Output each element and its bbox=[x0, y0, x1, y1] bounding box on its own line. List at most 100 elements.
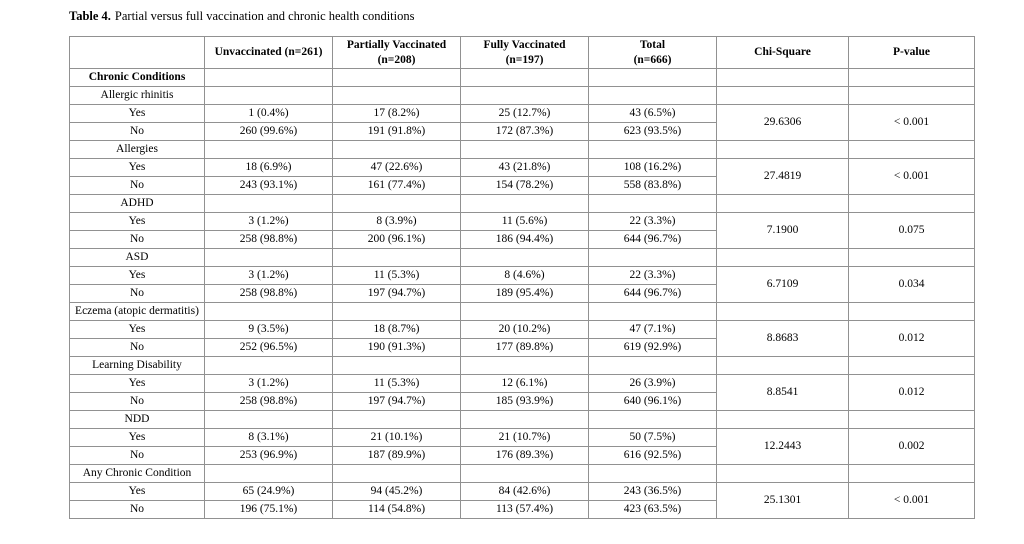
empty-cell bbox=[204, 194, 333, 213]
chi-square-value: 27.4819 bbox=[716, 158, 849, 195]
empty-cell bbox=[332, 194, 461, 213]
no-label: No bbox=[69, 500, 205, 519]
count-percent-cell: 108 (16.2%) bbox=[588, 158, 717, 177]
empty-cell bbox=[588, 140, 717, 159]
count-percent-cell: 18 (8.7%) bbox=[332, 320, 461, 339]
count-percent-cell: 9 (3.5%) bbox=[204, 320, 333, 339]
empty-cell bbox=[204, 248, 333, 267]
no-row: No 258 (98.8%) 197 (94.7%) 189 (95.4%) 644 (… bbox=[69, 284, 975, 303]
empty-cell bbox=[716, 68, 849, 87]
yes-row: Yes 3 (1.2%) 8 (3.9%) 11 (5.6%) 22 (3.3%) 7.1… bbox=[69, 212, 975, 249]
empty-cell bbox=[588, 464, 717, 483]
empty-cell bbox=[460, 410, 589, 429]
condition-label: Allergic rhinitis bbox=[69, 86, 205, 105]
no-label: No bbox=[69, 284, 205, 303]
count-percent-cell: 43 (6.5%) bbox=[588, 104, 717, 123]
empty-cell bbox=[716, 410, 849, 429]
empty-cell bbox=[848, 410, 975, 429]
yes-label: Yes bbox=[69, 482, 205, 501]
count-percent-cell: 114 (54.8%) bbox=[332, 500, 461, 519]
empty-cell bbox=[588, 68, 717, 87]
count-percent-cell: 3 (1.2%) bbox=[204, 266, 333, 285]
empty-cell bbox=[204, 302, 333, 321]
count-percent-cell: 644 (96.7%) bbox=[588, 230, 717, 249]
empty-cell bbox=[204, 464, 333, 483]
yes-row: Yes 3 (1.2%) 11 (5.3%) 8 (4.6%) 22 (3.3%) 6.7… bbox=[69, 266, 975, 303]
yes-label: Yes bbox=[69, 104, 205, 123]
column-header-partially-vaccinated: Partially Vaccinated (n=208) bbox=[332, 36, 461, 69]
chi-square-value: 8.8683 bbox=[716, 320, 849, 357]
column-header-total: Total (n=666) bbox=[588, 36, 717, 69]
count-percent-cell: 243 (36.5%) bbox=[588, 482, 717, 501]
count-percent-cell: 43 (21.8%) bbox=[460, 158, 589, 177]
no-label: No bbox=[69, 338, 205, 357]
empty-cell bbox=[460, 302, 589, 321]
count-percent-cell: 161 (77.4%) bbox=[332, 176, 461, 195]
column-header-chi-square: Chi-Square bbox=[716, 36, 849, 69]
count-percent-cell: 154 (78.2%) bbox=[460, 176, 589, 195]
empty-cell bbox=[716, 464, 849, 483]
empty-cell bbox=[332, 86, 461, 105]
table-caption-label: Table 4. bbox=[69, 9, 111, 23]
empty-cell bbox=[460, 194, 589, 213]
p-value: 0.012 bbox=[848, 374, 975, 411]
chi-square-value: 6.7109 bbox=[716, 266, 849, 303]
empty-cell bbox=[848, 194, 975, 213]
count-percent-cell: 258 (98.8%) bbox=[204, 284, 333, 303]
header-row: Unvaccinated (n=261) Partially Vaccinated… bbox=[69, 36, 975, 69]
condition-label: Any Chronic Condition bbox=[69, 464, 205, 483]
count-percent-cell: 11 (5.6%) bbox=[460, 212, 589, 231]
count-percent-cell: 8 (3.9%) bbox=[332, 212, 461, 231]
count-percent-cell: 50 (7.5%) bbox=[588, 428, 717, 447]
empty-cell bbox=[204, 68, 333, 87]
yes-row: Yes 9 (3.5%) 18 (8.7%) 20 (10.2%) 47 (7.1%) 8… bbox=[69, 320, 975, 357]
count-percent-cell: 47 (22.6%) bbox=[332, 158, 461, 177]
p-value: < 0.001 bbox=[848, 482, 975, 519]
empty-cell bbox=[332, 410, 461, 429]
count-percent-cell: 21 (10.1%) bbox=[332, 428, 461, 447]
condition-label: ASD bbox=[69, 248, 205, 267]
chi-square-value: 8.8541 bbox=[716, 374, 849, 411]
count-percent-cell: 172 (87.3%) bbox=[460, 122, 589, 141]
empty-cell bbox=[716, 302, 849, 321]
count-percent-cell: 3 (1.2%) bbox=[204, 212, 333, 231]
empty-cell bbox=[716, 248, 849, 267]
count-percent-cell: 616 (92.5%) bbox=[588, 446, 717, 465]
yes-row: Yes 65 (24.9%) 94 (45.2%) 84 (42.6%) 243 (36… bbox=[69, 482, 975, 519]
count-percent-cell: 260 (99.6%) bbox=[204, 122, 333, 141]
condition-label: Eczema (atopic dermatitis) bbox=[69, 302, 205, 321]
count-percent-cell: 11 (5.3%) bbox=[332, 266, 461, 285]
yes-label: Yes bbox=[69, 320, 205, 339]
empty-cell bbox=[332, 356, 461, 375]
condition-row: ASD bbox=[69, 248, 975, 267]
empty-cell bbox=[332, 248, 461, 267]
empty-cell bbox=[204, 140, 333, 159]
count-percent-cell: 189 (95.4%) bbox=[460, 284, 589, 303]
empty-cell bbox=[848, 140, 975, 159]
count-percent-cell: 197 (94.7%) bbox=[332, 392, 461, 411]
condition-label: ADHD bbox=[69, 194, 205, 213]
condition-label: Allergies bbox=[69, 140, 205, 159]
chi-square-value: 7.1900 bbox=[716, 212, 849, 249]
empty-cell bbox=[848, 464, 975, 483]
empty-cell bbox=[716, 356, 849, 375]
count-percent-cell: 176 (89.3%) bbox=[460, 446, 589, 465]
condition-row: Eczema (atopic dermatitis) bbox=[69, 302, 975, 321]
count-percent-cell: 22 (3.3%) bbox=[588, 212, 717, 231]
empty-cell bbox=[848, 356, 975, 375]
no-row: No 252 (96.5%) 190 (91.3%) 177 (89.8%) 619 (… bbox=[69, 338, 975, 357]
empty-cell bbox=[848, 248, 975, 267]
count-percent-cell: 200 (96.1%) bbox=[332, 230, 461, 249]
condition-label: NDD bbox=[69, 410, 205, 429]
count-percent-cell: 26 (3.9%) bbox=[588, 374, 717, 393]
count-percent-cell: 22 (3.3%) bbox=[588, 266, 717, 285]
yes-label: Yes bbox=[69, 212, 205, 231]
yes-row: Yes 8 (3.1%) 21 (10.1%) 21 (10.7%) 50 (7.5%)… bbox=[69, 428, 975, 465]
count-percent-cell: 20 (10.2%) bbox=[460, 320, 589, 339]
count-percent-cell: 25 (12.7%) bbox=[460, 104, 589, 123]
empty-cell bbox=[460, 248, 589, 267]
count-percent-cell: 186 (94.4%) bbox=[460, 230, 589, 249]
condition-row: NDD bbox=[69, 410, 975, 429]
no-label: No bbox=[69, 122, 205, 141]
